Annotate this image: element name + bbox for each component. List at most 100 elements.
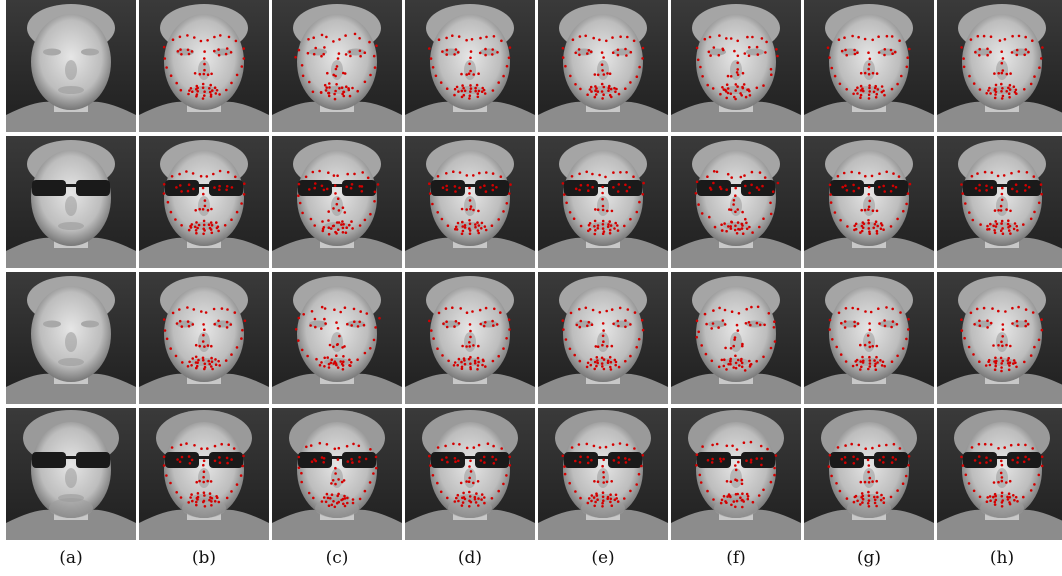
face-image-r2-c3 [272, 136, 402, 268]
thermal-face [6, 272, 136, 404]
landmark-points [294, 305, 381, 371]
landmark-points [960, 34, 1044, 100]
thermal-face [405, 136, 535, 268]
face-image-r4-c1 [6, 408, 136, 540]
thermal-face [139, 0, 269, 132]
landmark-points [294, 32, 378, 101]
thermal-face [937, 408, 1062, 540]
thermal-face [538, 136, 668, 268]
face-image-r1-c3 [272, 0, 402, 132]
face-image-r4-c4 [405, 408, 535, 540]
face-image-r1-c5 [538, 0, 668, 132]
face-image-r2-c5 [538, 136, 668, 268]
landmark-points [828, 170, 912, 235]
thermal-face [405, 408, 535, 540]
landmark-points [695, 34, 779, 101]
landmark-points [827, 442, 911, 508]
face-image-r2-c2 [139, 136, 269, 268]
face-image-r4-c5 [538, 408, 668, 540]
landmark-points [694, 170, 780, 235]
face-image-r3-c1 [6, 272, 136, 404]
landmark-points [695, 305, 777, 372]
thermal-face [272, 0, 402, 132]
thermal-face [139, 136, 269, 268]
thermal-face [671, 0, 801, 132]
landmark-points [428, 442, 512, 508]
face-image-r1-c7 [804, 0, 934, 132]
thermal-face [937, 0, 1062, 132]
face-image-r4-c6 [671, 408, 801, 540]
face-image-r4-c8 [937, 408, 1062, 540]
column-label-e: (e) [591, 548, 615, 568]
face-image-r2-c1 [6, 136, 136, 268]
landmark-points [960, 170, 1043, 235]
landmark-points [162, 306, 247, 371]
landmark-points [162, 169, 246, 236]
thermal-face [804, 0, 934, 132]
landmark-points [826, 34, 911, 100]
thermal-face [538, 272, 668, 404]
column-label-a: (a) [59, 548, 83, 568]
thermal-face [538, 0, 668, 132]
face-image-r1-c8 [937, 0, 1062, 132]
thermal-face [671, 136, 801, 268]
thermal-face [139, 272, 269, 404]
thermal-face [937, 136, 1062, 268]
face-image-r4-c3 [272, 408, 402, 540]
thermal-face [6, 136, 136, 268]
face-image-r3-c4 [405, 272, 535, 404]
column-label-f: (f) [726, 548, 746, 568]
face-image-r4-c7 [804, 408, 934, 540]
face-image-r2-c8 [937, 136, 1062, 268]
landmark-points [162, 442, 245, 508]
face-image-r1-c6 [671, 0, 801, 132]
thermal-face [272, 136, 402, 268]
landmark-points [561, 34, 645, 100]
thermal-face [272, 408, 402, 540]
thermal-face [937, 272, 1062, 404]
column-label-g: (g) [856, 548, 882, 568]
landmark-points [428, 170, 512, 236]
landmark-points [428, 34, 512, 100]
face-image-r1-c1 [6, 0, 136, 132]
face-image-r3-c8 [937, 272, 1062, 404]
face-image-r1-c2 [139, 0, 269, 132]
thermal-face [671, 408, 801, 540]
thermal-face [804, 408, 934, 540]
thermal-face [804, 272, 934, 404]
landmark-points [561, 306, 645, 371]
landmark-points [162, 34, 246, 100]
landmark-points [297, 441, 378, 509]
face-image-r1-c4 [405, 0, 535, 132]
face-image-r3-c7 [804, 272, 934, 404]
face-image-r2-c7 [804, 136, 934, 268]
face-image-r4-c2 [139, 408, 269, 540]
thermal-face [405, 272, 535, 404]
face-image-r3-c3 [272, 272, 402, 404]
column-label-c: (c) [325, 548, 349, 568]
landmark-points [561, 442, 645, 508]
landmark-points [428, 306, 511, 371]
thermal-face [405, 0, 535, 132]
thermal-face [139, 408, 269, 540]
thermal-face [6, 408, 136, 540]
image-grid [6, 0, 1062, 540]
face-image-r3-c6 [671, 272, 801, 404]
landmark-points [960, 305, 1044, 373]
thermal-face [804, 136, 934, 268]
face-image-r2-c6 [671, 136, 801, 268]
column-label-h: (h) [989, 548, 1015, 568]
landmark-points [695, 440, 778, 509]
thermal-face [6, 0, 136, 132]
landmark-points [960, 442, 1044, 508]
landmark-points [561, 170, 645, 236]
column-labels: (a) (b) (c) (d) (e) (f) (g) (h) [6, 548, 1062, 568]
thermal-face [671, 272, 801, 404]
landmark-points [297, 169, 380, 236]
column-label-d: (d) [457, 548, 483, 568]
column-label-b: (b) [191, 548, 217, 568]
face-image-r2-c4 [405, 136, 535, 268]
face-image-r3-c2 [139, 272, 269, 404]
thermal-face [538, 408, 668, 540]
